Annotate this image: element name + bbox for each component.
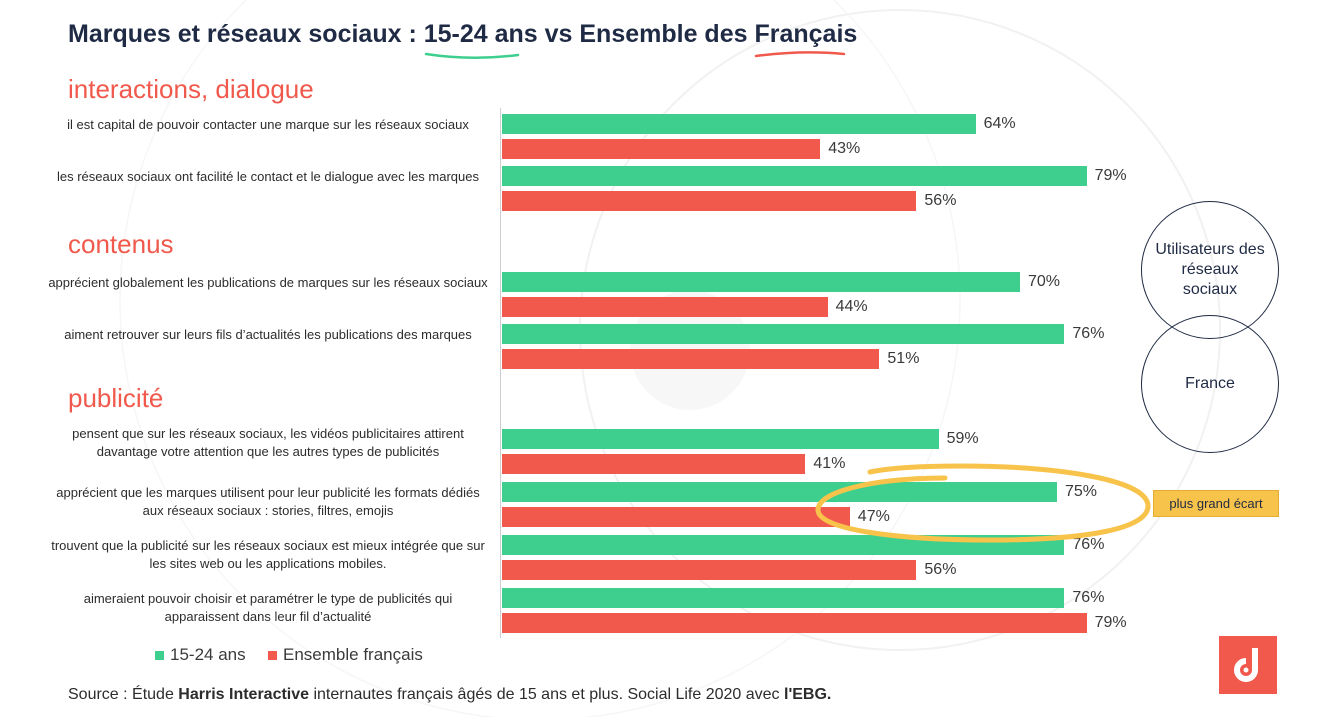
- value-label-green: 59%: [946, 430, 979, 447]
- value-label-green: 76%: [1072, 536, 1105, 553]
- bar-red: [502, 139, 821, 159]
- value-label-green: 76%: [1072, 325, 1105, 342]
- bar-green: [502, 588, 1065, 608]
- chart-axis: [500, 108, 501, 638]
- source-note: Source : Étude Harris Interactive intern…: [68, 686, 832, 703]
- bar-green: [502, 114, 976, 134]
- bar-green: [502, 324, 1065, 344]
- circle-top-label: Utilisateurs des réseaux sociaux: [1155, 241, 1265, 298]
- bar-red: [502, 507, 850, 527]
- legend-green: 15-24 ans: [155, 645, 246, 665]
- value-label-red: 41%: [813, 455, 846, 472]
- value-label-green: 70%: [1028, 273, 1061, 290]
- legend-red-swatch: [268, 650, 277, 660]
- circle-social-media-users: Utilisateurs des réseaux sociaux: [1141, 201, 1279, 339]
- value-label-red: 51%: [887, 350, 920, 367]
- section-publicite: publicité: [68, 383, 164, 413]
- bar-red: [502, 297, 828, 317]
- question-label: apprécient que les marques utilisent pou…: [56, 485, 480, 518]
- title-highlight-french: Français: [754, 20, 857, 58]
- largest-gap-badge: plus grand écart: [1153, 490, 1279, 517]
- value-label-green: 79%: [1094, 167, 1127, 184]
- value-label-red: 43%: [828, 140, 861, 157]
- value-label-green: 64%: [983, 115, 1016, 132]
- bar-green: [502, 272, 1020, 292]
- question-label: trouvent que la publicité sur les réseau…: [51, 538, 485, 571]
- question-label: pensent que sur les réseaux sociaux, les…: [72, 426, 464, 459]
- bar-green: [502, 535, 1065, 555]
- title-highlight-age: 15-24 ans: [424, 20, 538, 59]
- question-label: aimeraient pouvoir choisir et paramétrer…: [83, 591, 453, 624]
- legend-red: Ensemble français: [268, 645, 423, 665]
- brand-logo: [1219, 636, 1277, 694]
- bar-green: [502, 166, 1087, 186]
- bar-green: [502, 482, 1057, 502]
- legend-red-label: Ensemble français: [283, 645, 423, 664]
- section-interactions: interactions, dialogue: [68, 74, 314, 104]
- bar-red: [502, 349, 880, 369]
- section-contenus: contenus: [68, 229, 174, 259]
- value-label-red: 47%: [857, 508, 890, 525]
- value-label-green: 76%: [1072, 589, 1105, 606]
- question-label: apprécient globalement les publications …: [48, 275, 488, 290]
- value-label-red: 79%: [1094, 614, 1127, 631]
- bar-green: [502, 429, 939, 449]
- value-label-green: 75%: [1065, 483, 1098, 500]
- red-underline-decoration: [755, 51, 846, 58]
- value-label-red: 56%: [924, 561, 957, 578]
- page-title: Marques et réseaux sociaux : 15-24 ans v…: [68, 20, 857, 59]
- circle-bottom-label: France: [1185, 375, 1235, 392]
- legend-green-label: 15-24 ans: [170, 645, 246, 664]
- bar-red: [502, 191, 917, 211]
- value-label-red: 44%: [835, 298, 868, 315]
- circle-france: France: [1141, 315, 1279, 453]
- question-label: les réseaux sociaux ont facilité le cont…: [56, 169, 479, 184]
- brand-logo-icon: [1234, 648, 1258, 682]
- legend-green-swatch: [155, 650, 164, 660]
- bar-red: [502, 613, 1087, 633]
- question-label: il est capital de pouvoir contacter une …: [67, 117, 469, 132]
- green-underline-decoration: [424, 52, 519, 59]
- value-label-red: 56%: [924, 192, 957, 209]
- bar-red: [502, 454, 806, 474]
- bar-red: [502, 560, 917, 580]
- question-label: aiment retrouver sur leurs fils d’actual…: [64, 327, 472, 342]
